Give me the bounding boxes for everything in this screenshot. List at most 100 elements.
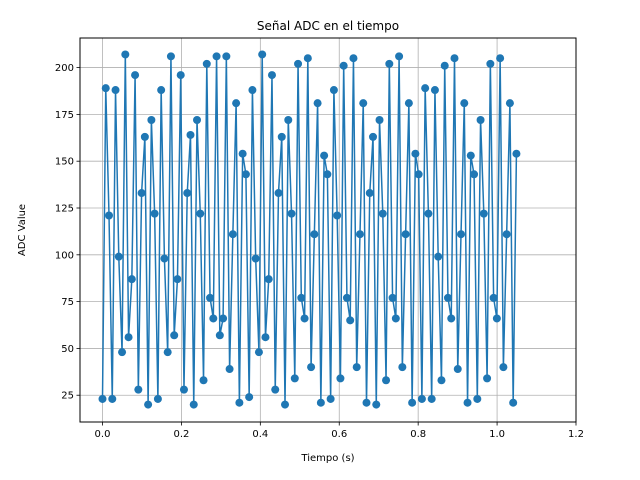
data-point — [313, 99, 322, 108]
grid — [80, 38, 577, 422]
data-point — [176, 71, 185, 80]
data-point — [342, 293, 351, 302]
data-point — [339, 61, 348, 70]
data-point — [189, 400, 198, 409]
data-point — [294, 59, 303, 68]
data-point — [499, 363, 508, 372]
data-point — [512, 149, 521, 158]
data-point — [248, 86, 257, 95]
data-point — [479, 209, 488, 218]
data-point — [362, 398, 371, 407]
data-point — [483, 374, 492, 383]
data-point — [421, 84, 430, 93]
y-tick-label: 150 — [55, 157, 74, 168]
data-point — [316, 398, 325, 407]
data-point — [235, 398, 244, 407]
data-point — [352, 363, 361, 372]
data-point — [509, 398, 518, 407]
data-point — [105, 211, 114, 220]
data-point — [157, 86, 166, 95]
data-point — [212, 52, 221, 61]
data-point — [245, 393, 254, 402]
y-tick-label: 200 — [55, 63, 74, 74]
data-point — [365, 189, 374, 198]
data-point — [297, 293, 306, 302]
data-point — [281, 400, 290, 409]
data-point — [274, 189, 283, 198]
data-point — [453, 365, 462, 374]
y-tick-label: 100 — [55, 250, 74, 261]
data-point — [307, 363, 316, 372]
data-point — [241, 170, 250, 179]
data-point — [258, 50, 267, 59]
x-tick-label: 1.0 — [489, 429, 505, 440]
series-line — [101, 53, 518, 406]
data-point — [395, 52, 404, 61]
data-point — [486, 59, 495, 68]
data-point — [186, 130, 195, 139]
data-point — [209, 314, 218, 323]
data-point — [505, 99, 514, 108]
data-point — [492, 314, 501, 323]
data-point — [398, 363, 407, 372]
data-point — [447, 314, 456, 323]
data-point — [329, 86, 338, 95]
data-point — [375, 116, 384, 124]
data-point — [173, 275, 182, 284]
data-point — [457, 230, 466, 239]
x-tick-label: 1.2 — [568, 429, 584, 440]
data-point — [254, 348, 263, 357]
data-point — [183, 189, 192, 198]
data-point — [179, 385, 188, 394]
data-point — [466, 151, 475, 160]
data-point — [121, 50, 130, 59]
data-point — [430, 86, 439, 95]
data-point — [150, 209, 159, 218]
data-point — [346, 316, 355, 325]
data-point — [140, 132, 149, 141]
data-point — [147, 116, 156, 124]
data-point — [287, 209, 296, 218]
chart-title: Señal ADC en el tiempo — [257, 19, 399, 33]
data-point — [225, 365, 234, 374]
data-point — [450, 54, 459, 63]
data-point — [267, 71, 276, 80]
data-point — [463, 398, 472, 407]
data-point — [271, 385, 280, 394]
data-point — [424, 209, 433, 218]
data-point — [160, 254, 169, 263]
data-point — [238, 149, 247, 158]
data-point — [336, 374, 345, 383]
data-point — [111, 86, 120, 95]
data-point — [134, 385, 143, 394]
data-point — [388, 293, 397, 302]
data-point — [118, 348, 127, 357]
data-point — [114, 252, 123, 261]
y-axis-label: ADC Value — [17, 204, 28, 256]
data-point — [437, 376, 446, 385]
data-point — [391, 314, 400, 323]
y-tick-label: 25 — [61, 391, 74, 402]
y-tick-label: 50 — [61, 344, 74, 355]
data-point — [108, 394, 117, 403]
data-point — [196, 209, 205, 218]
data-point — [124, 333, 133, 342]
data-point — [470, 170, 479, 179]
data-point — [310, 230, 319, 239]
data-point — [170, 331, 179, 340]
y-tick-label: 75 — [61, 297, 74, 308]
data-point — [251, 254, 260, 263]
data-point — [489, 293, 498, 302]
data-point — [98, 394, 107, 403]
data-point — [137, 189, 146, 198]
data-point — [323, 170, 332, 179]
data-point — [284, 116, 293, 124]
data-point — [232, 99, 241, 108]
ticks: 0.0 0.2 0.4 0.6 0.8 1.0 1.2 25 50 75 100 125 150 175 2… — [55, 63, 584, 440]
data-point — [408, 398, 417, 407]
data-point — [359, 99, 368, 108]
data-point — [502, 230, 511, 239]
data-point — [355, 230, 364, 239]
data-point — [404, 99, 413, 108]
